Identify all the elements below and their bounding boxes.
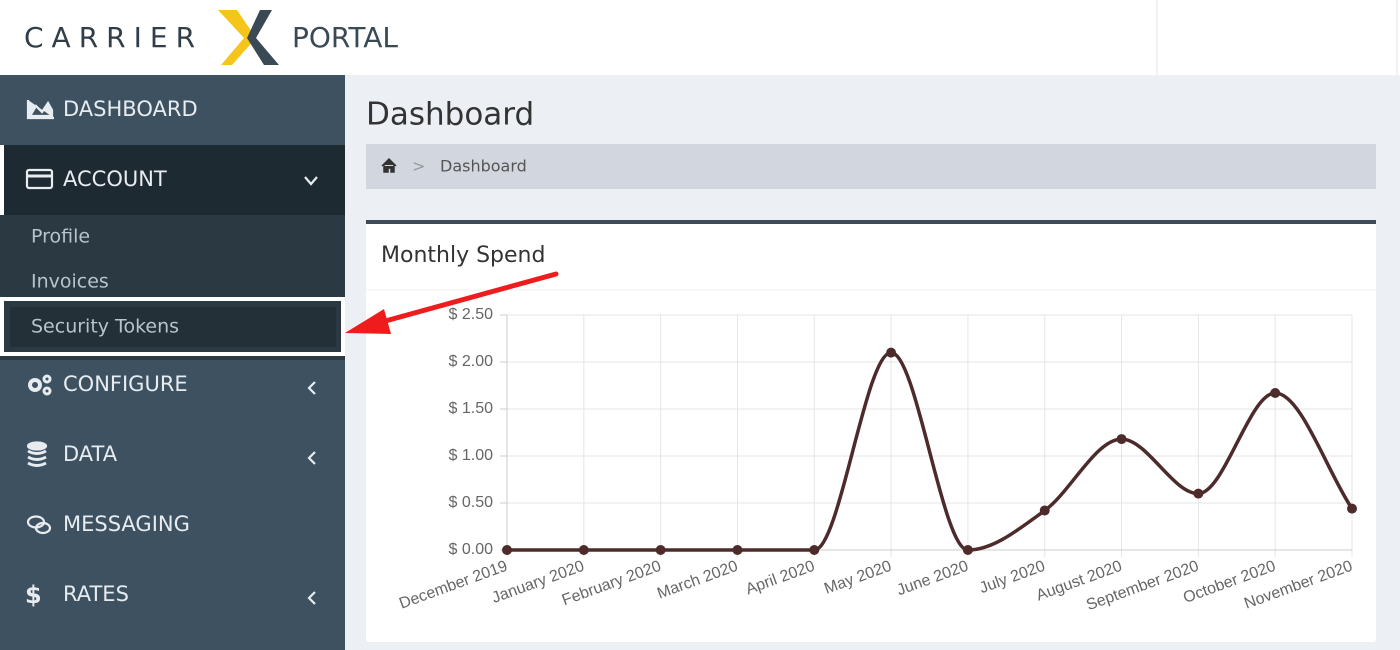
submenu-item[interactable]: Security Tokens — [31, 316, 179, 338]
breadcrumb — [366, 144, 1376, 189]
chart-card — [366, 220, 1376, 642]
y-tick-label: $ 0.50 — [449, 494, 494, 511]
logo[interactable]: CARRIER PORTAL — [24, 10, 398, 65]
page-title: Dashboard — [366, 97, 534, 133]
data-point — [1270, 388, 1281, 399]
nav-icons — [25, 100, 318, 605]
submenu-item[interactable]: Invoices — [31, 271, 109, 293]
active-indicator — [0, 145, 4, 215]
annotation-arrow — [375, 271, 559, 326]
y-tick-label: $ 2.00 — [449, 353, 494, 370]
chevron-left[interactable] — [307, 381, 316, 395]
breadcrumb-current: Dashboard — [440, 157, 527, 176]
data-point — [886, 347, 897, 358]
header — [0, 0, 1400, 75]
configure-icon — [42, 374, 52, 384]
data-point — [809, 545, 820, 555]
chart-title: Monthly Spend — [381, 243, 545, 268]
data-point — [578, 545, 589, 555]
chevron-down[interactable] — [304, 176, 318, 186]
nav-item[interactable]: ACCOUNT — [63, 167, 167, 191]
logo-text: PORTAL — [292, 21, 398, 54]
nav-item[interactable]: CONFIGURE — [63, 372, 188, 396]
data-point — [962, 545, 973, 555]
logo-x — [247, 10, 279, 65]
nav-icon: $ — [25, 581, 42, 609]
nav-item[interactable]: MESSAGING — [63, 512, 190, 536]
chevron-left[interactable] — [307, 451, 316, 465]
dashboard-icon — [26, 100, 54, 120]
chevron-left[interactable] — [307, 591, 316, 605]
data-line — [506, 350, 1354, 552]
data-point — [502, 545, 512, 555]
y-tick-label: $ 2.50 — [449, 306, 494, 323]
nav-item-active[interactable] — [0, 145, 345, 215]
data-icon — [27, 449, 47, 467]
annotation-arrowhead — [345, 309, 391, 334]
configure-icon — [28, 378, 42, 392]
account-icon — [25, 168, 54, 190]
data-point — [1116, 434, 1127, 445]
configure-icon — [42, 386, 52, 396]
data-point — [1193, 488, 1204, 499]
y-tick-label: $ 1.50 — [449, 400, 494, 417]
highlight-box — [0, 297, 345, 356]
nav-item[interactable]: DATA — [63, 442, 118, 466]
data-point — [1039, 505, 1050, 516]
data-point — [732, 545, 743, 555]
card-top-border — [366, 220, 1376, 224]
breadcrumb-separator: > — [412, 157, 425, 176]
data-icon — [26, 441, 48, 451]
nav-item[interactable]: RATES — [63, 582, 129, 606]
home-icon[interactable] — [381, 157, 397, 173]
submenu-item-highlight[interactable] — [10, 307, 336, 347]
y-tick-label: $ 1.00 — [449, 447, 494, 464]
data-point — [655, 545, 666, 555]
messaging-icon — [34, 521, 52, 535]
submenu-item[interactable]: Profile — [31, 226, 90, 248]
data-point — [1347, 503, 1357, 514]
logo-text: CARRIER — [24, 21, 203, 54]
nav-item[interactable]: DASHBOARD — [63, 97, 198, 121]
plot: $ 0.00$ 0.50$ 1.00$ 1.50$ 2.00$ 2.50Dece… — [397, 306, 1357, 614]
y-tick-label: $ 0.00 — [449, 541, 494, 558]
